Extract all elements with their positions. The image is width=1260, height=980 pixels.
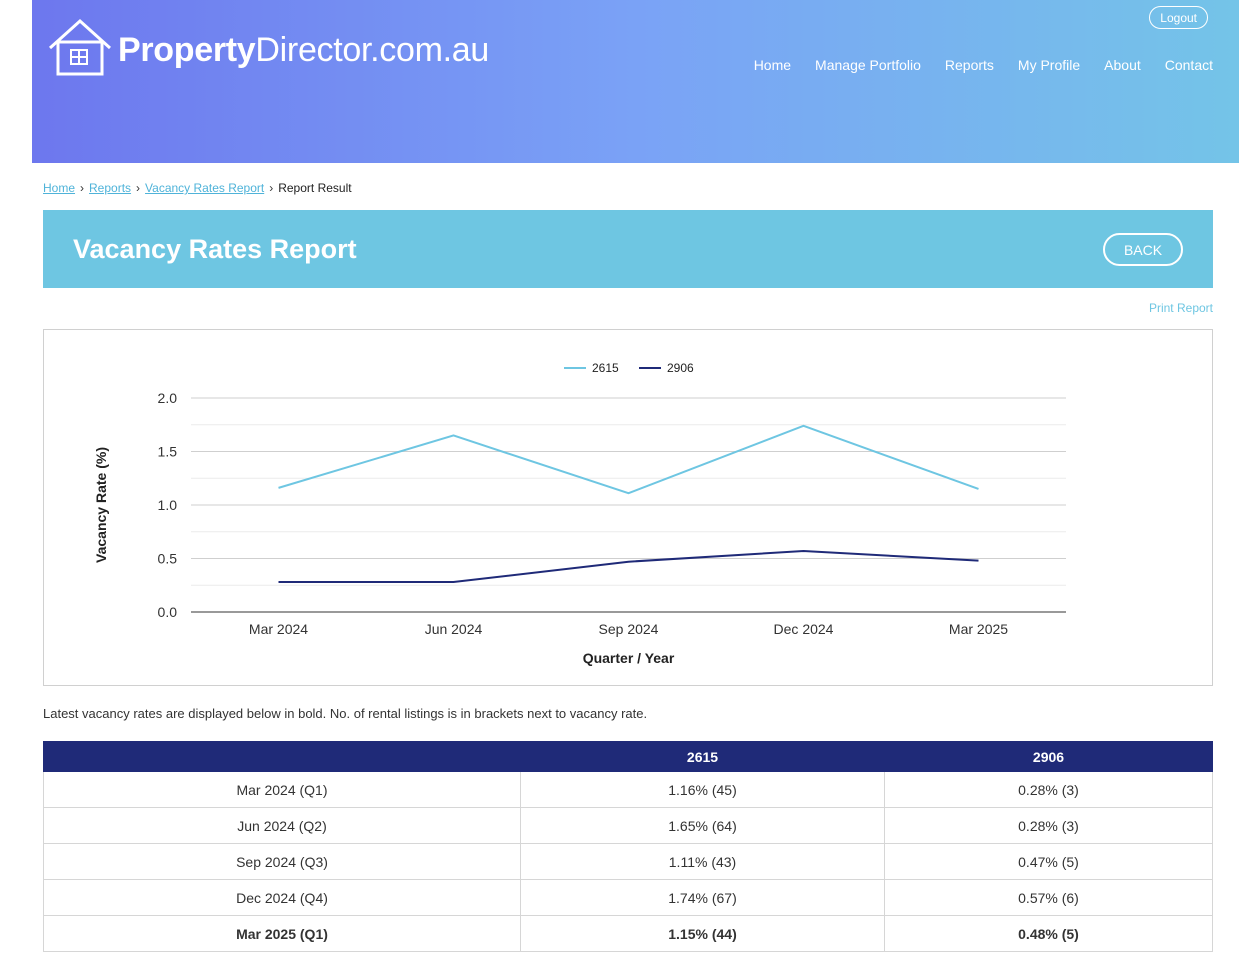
report-title-bar: Vacancy Rates Report BACK — [43, 210, 1213, 288]
cell-2906: 0.47% (5) — [884, 843, 1213, 880]
legend-label-2615: 2615 — [592, 361, 619, 375]
brand-name: PropertyDirector.com.au — [118, 31, 490, 69]
print-report-link[interactable]: Print Report — [1148, 301, 1213, 315]
breadcrumb-vacancy-rates-report[interactable]: Vacancy Rates Report — [145, 181, 265, 195]
table-header-period — [43, 741, 521, 772]
cell-2906: 0.57% (6) — [884, 879, 1213, 916]
y-axis-label: Vacancy Rate (%) — [93, 447, 109, 563]
nav-reports[interactable]: Reports — [944, 57, 994, 73]
x-axis-label: Quarter / Year — [583, 650, 675, 666]
nav-home[interactable]: Home — [753, 57, 792, 73]
nav-manage-portfolio[interactable]: Manage Portfolio — [815, 57, 921, 73]
x-tick-label: Sep 2024 — [599, 621, 659, 637]
table-header-2906: 2906 — [884, 741, 1213, 772]
y-tick-label: 0.0 — [158, 604, 178, 620]
logout-button[interactable]: Logout — [1149, 6, 1208, 29]
y-tick-label: 0.5 — [158, 551, 178, 567]
chevron-right-icon: › — [269, 181, 274, 195]
y-tick-label: 2.0 — [158, 390, 178, 406]
nav-contact[interactable]: Contact — [1164, 57, 1213, 73]
cell-2615: 1.11% (43) — [520, 843, 885, 880]
x-tick-label: Dec 2024 — [774, 621, 834, 637]
breadcrumb-current: Report Result — [278, 181, 352, 195]
nav-my-profile[interactable]: My Profile — [1017, 57, 1081, 73]
site-header: PropertyDirector.com.au Logout Home Mana… — [32, 0, 1239, 163]
cell-period: Jun 2024 (Q2) — [43, 807, 521, 844]
x-tick-label: Jun 2024 — [425, 621, 483, 637]
cell-2615: 1.15% (44) — [520, 915, 885, 952]
line-chart: 0.0 0.5 1.0 1.5 2.0 Mar 2024 Jun 2024 Sep 2024 D… — [93, 361, 1066, 666]
breadcrumb: Home › Reports › Vacancy Rates Report › … — [43, 181, 352, 195]
breadcrumb-home[interactable]: Home — [43, 181, 76, 195]
cell-2615: 1.16% (45) — [520, 771, 885, 808]
cell-2615: 1.74% (67) — [520, 879, 885, 916]
cell-period: Mar 2024 (Q1) — [43, 771, 521, 808]
cell-period: Mar 2025 (Q1) — [43, 915, 521, 952]
site-logo[interactable]: PropertyDirector.com.au — [48, 18, 489, 76]
cell-period: Sep 2024 (Q3) — [43, 843, 521, 880]
cell-2906: 0.28% (3) — [884, 771, 1213, 808]
page-title: Vacancy Rates Report — [73, 234, 357, 264]
series-line-2615 — [278, 424, 979, 495]
table-row-latest: Mar 2025 (Q1) 1.15% (44) 0.48% (5) — [43, 915, 1213, 952]
legend-label-2906: 2906 — [667, 361, 694, 375]
chevron-right-icon: › — [80, 181, 85, 195]
vacancy-table: 2615 2906 Mar 2024 (Q1) 1.16% (45) 0.28%… — [43, 741, 1213, 952]
x-tick-label: Mar 2024 — [249, 621, 308, 637]
cell-2906: 0.28% (3) — [884, 807, 1213, 844]
vacancy-chart: 0.0 0.5 1.0 1.5 2.0 Mar 2024 Jun 2024 Sep 2024 D… — [43, 329, 1213, 686]
table-header-2615: 2615 — [520, 741, 885, 772]
breadcrumb-reports[interactable]: Reports — [89, 181, 132, 195]
y-tick-label: 1.0 — [158, 497, 178, 513]
back-button[interactable]: BACK — [1103, 233, 1183, 266]
series-line-2906 — [278, 550, 979, 584]
table-header-row: 2615 2906 — [43, 741, 1213, 772]
y-tick-label: 1.5 — [158, 444, 178, 460]
nav-about[interactable]: About — [1104, 57, 1141, 73]
main-nav: Home Manage Portfolio Reports My Profile… — [730, 57, 1213, 73]
cell-2906: 0.48% (5) — [884, 915, 1213, 952]
table-row: Mar 2024 (Q1) 1.16% (45) 0.28% (3) — [43, 771, 1213, 808]
house-icon — [48, 18, 112, 76]
chevron-right-icon: › — [136, 181, 141, 195]
cell-period: Dec 2024 (Q4) — [43, 879, 521, 916]
cell-2615: 1.65% (64) — [520, 807, 885, 844]
table-note: Latest vacancy rates are displayed below… — [43, 706, 648, 721]
x-tick-label: Mar 2025 — [949, 621, 1008, 637]
table-row: Dec 2024 (Q4) 1.74% (67) 0.57% (6) — [43, 879, 1213, 916]
table-row: Sep 2024 (Q3) 1.11% (43) 0.47% (5) — [43, 843, 1213, 880]
table-row: Jun 2024 (Q2) 1.65% (64) 0.28% (3) — [43, 807, 1213, 844]
